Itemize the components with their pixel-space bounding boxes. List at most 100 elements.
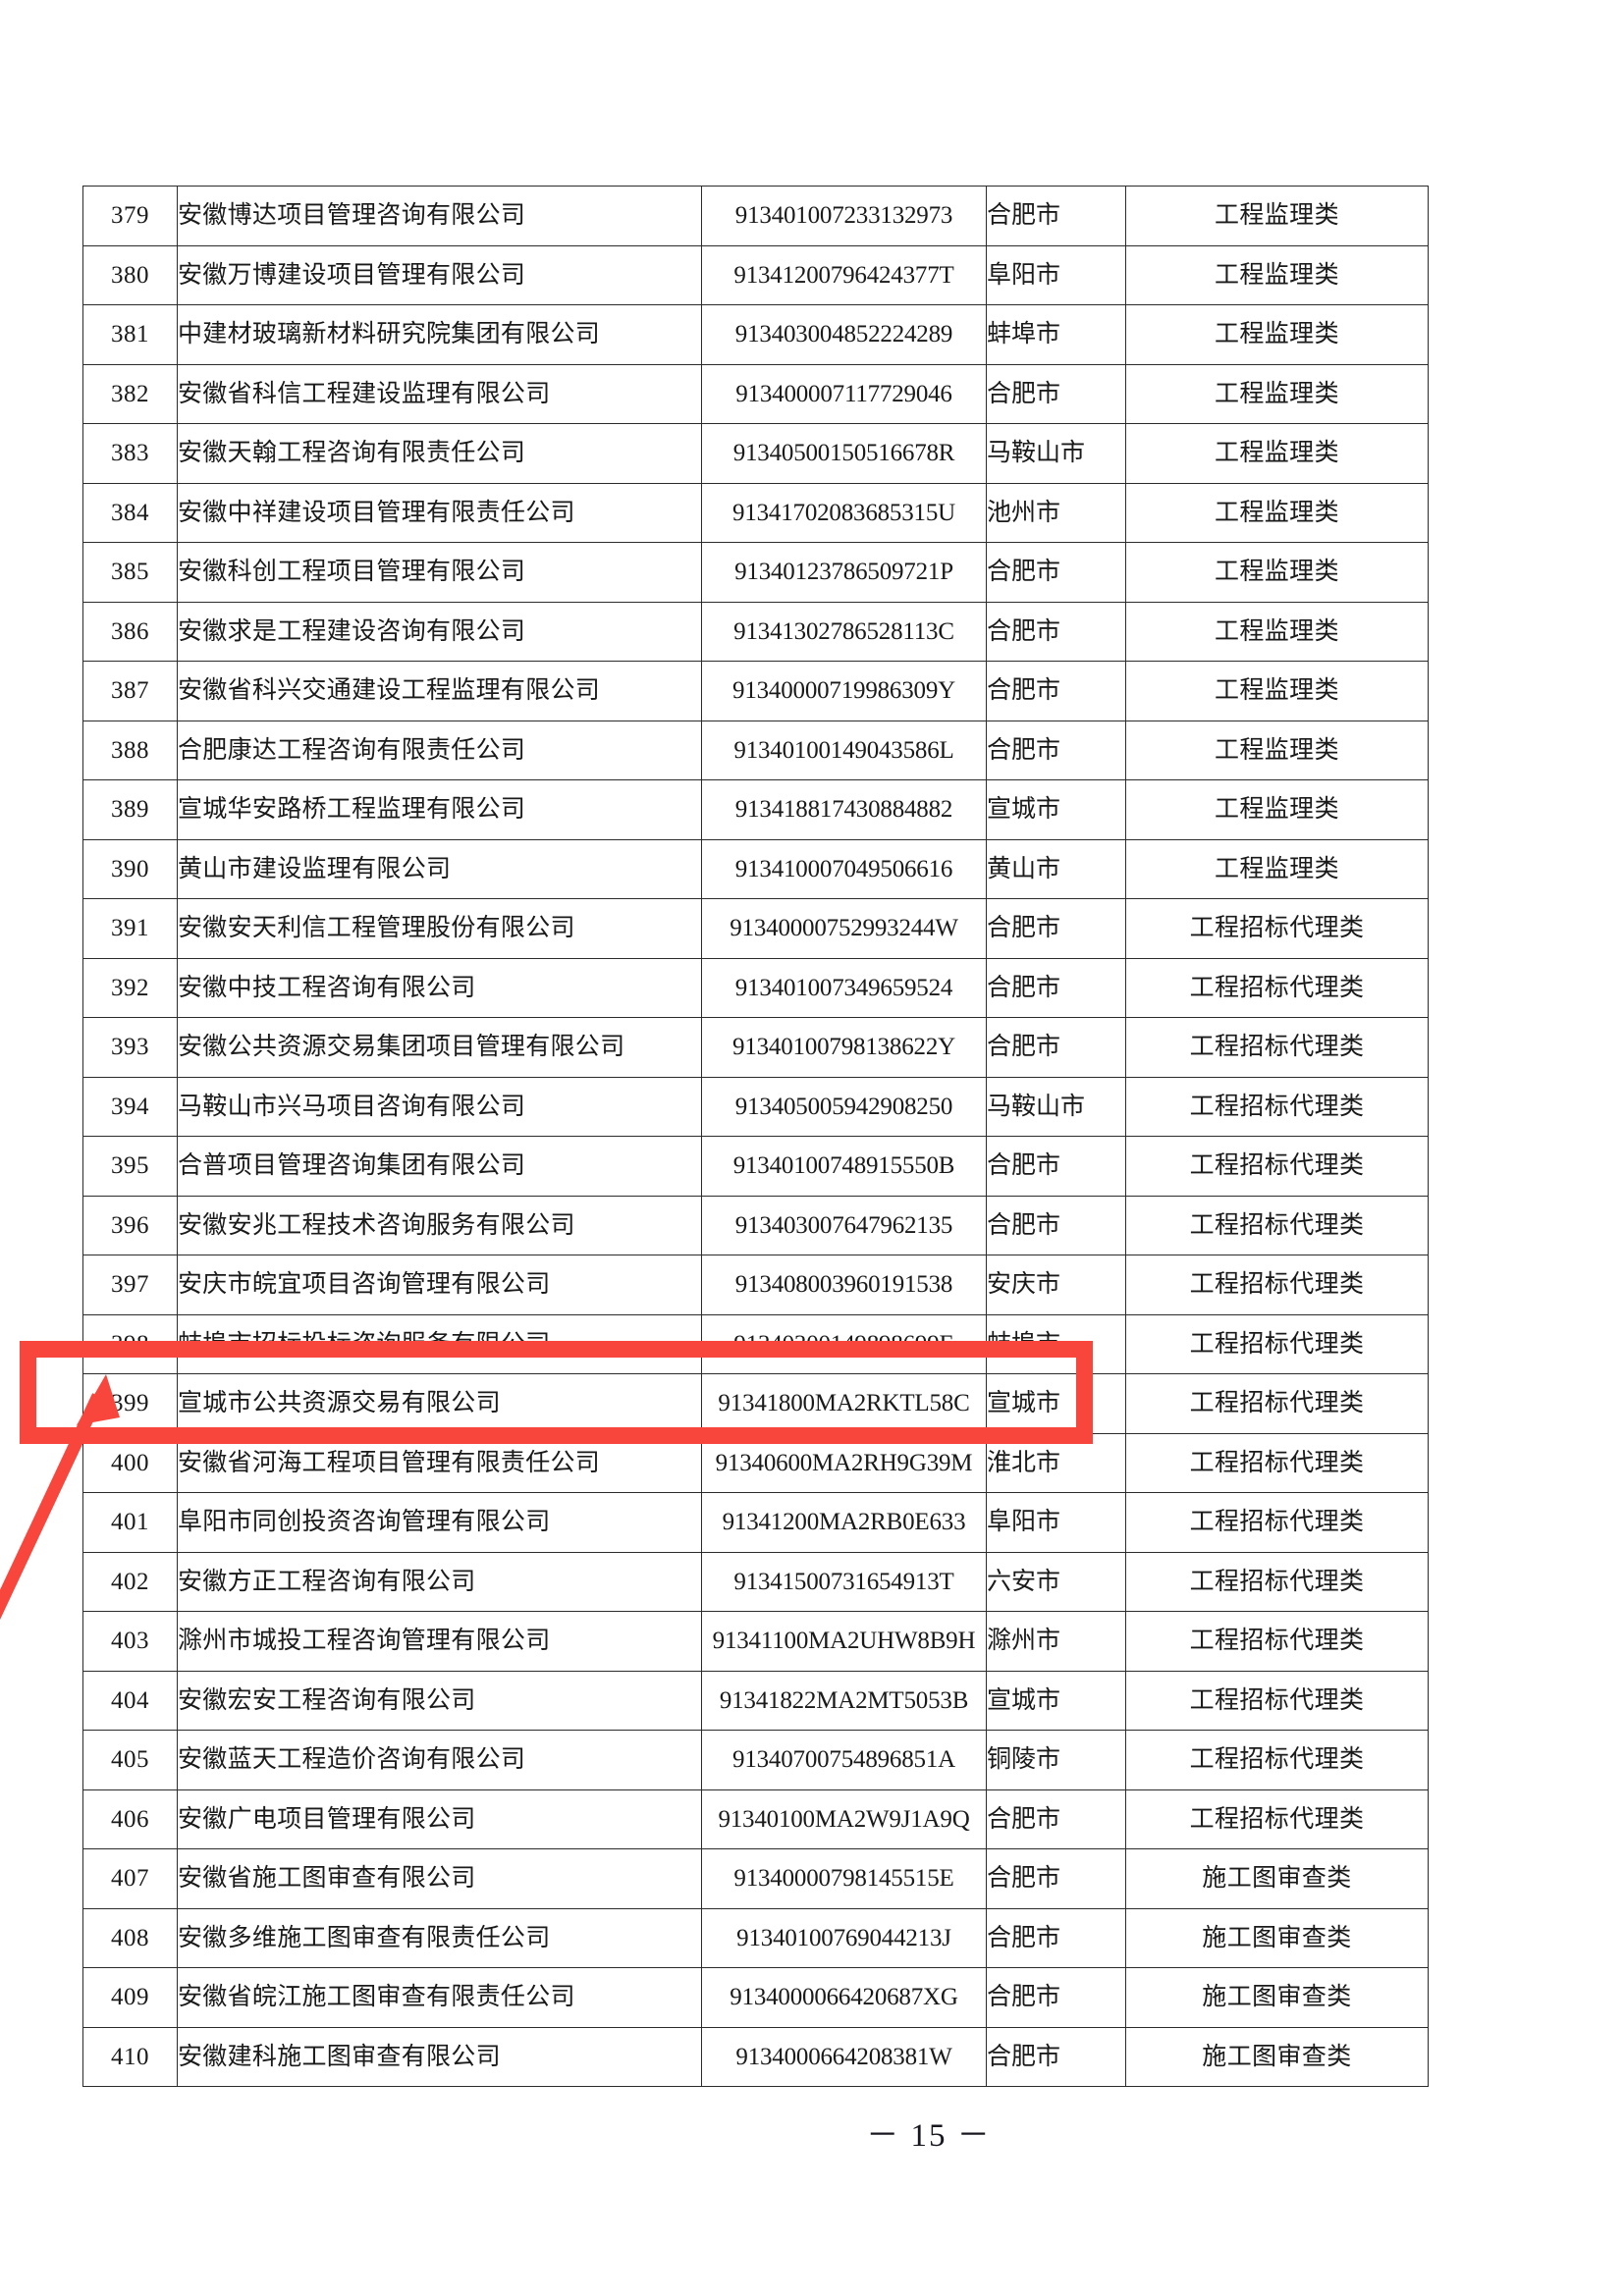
credit-code-cell: 91340123786509721P (701, 542, 987, 603)
category-cell: 工程招标代理类 (1125, 1730, 1429, 1790)
city-cell: 合肥市 (986, 720, 1126, 780)
city-cell: 合肥市 (986, 542, 1126, 603)
credit-code-cell: 91340000752993244W (701, 898, 987, 959)
row-index-cell: 403 (82, 1611, 178, 1672)
row-index-cell: 386 (82, 601, 178, 662)
category-cell: 工程招标代理类 (1125, 1551, 1429, 1612)
credit-code-cell: 91340100798138622Y (701, 1017, 987, 1078)
table-row: 384 安徽中祥建设项目管理有限责任公司 91341702083685315U 池州市… (82, 482, 1429, 543)
company-name-cell: 安徽多维施工图审查有限责任公司 (177, 1907, 702, 1968)
table-row: 388 合肥康达工程咨询有限责任公司 91340100149043586L 合肥市 工程… (82, 720, 1429, 780)
credit-code-cell: 91340100MA2W9J1A9Q (701, 1789, 987, 1849)
company-name-cell: 马鞍山市兴马项目咨询有限公司 (177, 1076, 702, 1137)
credit-code-cell: 91340500150516678R (701, 423, 987, 484)
city-cell: 马鞍山市 (986, 423, 1126, 484)
credit-code-cell: 913403004852224289 (701, 304, 987, 365)
category-cell: 施工图审查类 (1125, 1848, 1429, 1909)
city-cell: 阜阳市 (986, 244, 1126, 305)
page-number-text: － 15 － (866, 2118, 992, 2154)
row-index-cell: 388 (82, 720, 178, 780)
company-name-cell: 合肥康达工程咨询有限责任公司 (177, 720, 702, 780)
category-cell: 工程招标代理类 (1125, 1255, 1429, 1315)
city-cell: 合肥市 (986, 1195, 1126, 1255)
category-cell: 工程监理类 (1125, 186, 1429, 246)
row-index-cell: 394 (82, 1076, 178, 1137)
credit-code-cell: 91340000719986309Y (701, 661, 987, 721)
city-cell: 铜陵市 (986, 1730, 1126, 1790)
table-row: 391 安徽安天利信工程管理股份有限公司 91340000752993244W 合肥市… (82, 898, 1429, 959)
credit-code-cell: 9134000664208381W (701, 2026, 987, 2087)
table-row: 407 安徽省施工图审查有限公司 91340000798145515E 合肥市 施工图审… (82, 1848, 1429, 1909)
city-cell: 合肥市 (986, 363, 1126, 424)
table-row: 410 安徽建科施工图审查有限公司 9134000664208381W 合肥市 施工图审… (82, 2026, 1429, 2087)
category-cell: 工程招标代理类 (1125, 1432, 1429, 1493)
city-cell: 安庆市 (986, 1255, 1126, 1315)
table-row: 389 宣城华安路桥工程监理有限公司 913418817430884882 宣城市 工程… (82, 779, 1429, 840)
table-row-highlighted: 399 宣城市公共资源交易有限公司 91341800MA2RKTL58C 宣城市 工程招… (82, 1373, 1429, 1434)
row-index-cell: 397 (82, 1255, 178, 1315)
city-cell: 合肥市 (986, 2026, 1126, 2087)
company-name-cell: 安徽省河海工程项目管理有限责任公司 (177, 1432, 702, 1493)
table-row: 402 安徽方正工程咨询有限公司 91341500731654913T 六安市 工程招标… (82, 1551, 1429, 1612)
company-name-cell: 宣城华安路桥工程监理有限公司 (177, 779, 702, 840)
credit-code-cell: 913410007049506616 (701, 838, 987, 899)
category-cell: 工程监理类 (1125, 244, 1429, 305)
row-index-cell: 384 (82, 482, 178, 543)
category-cell: 施工图审查类 (1125, 1967, 1429, 2028)
company-name-cell: 安徽省科信工程建设监理有限公司 (177, 363, 702, 424)
company-name-cell: 安徽省皖江施工图审查有限责任公司 (177, 1967, 702, 2028)
company-name-cell: 安徽中技工程咨询有限公司 (177, 957, 702, 1018)
table-row: 397 安庆市皖宜项目咨询管理有限公司 913408003960191538 安庆市工… (82, 1255, 1429, 1315)
table-row: 380 安徽万博建设项目管理有限公司 91341200796424377T 阜阳市 工程… (82, 244, 1429, 305)
credit-code-cell: 91340100149043586L (701, 720, 987, 780)
city-cell: 合肥市 (986, 186, 1126, 246)
row-index-cell: 389 (82, 779, 178, 840)
table-row: 387 安徽省科兴交通建设工程监理有限公司 91340000719986309Y 合肥… (82, 661, 1429, 721)
company-name-cell: 安徽方正工程咨询有限公司 (177, 1551, 702, 1612)
credit-code-cell: 91340600MA2RH9G39M (701, 1432, 987, 1493)
city-cell: 滁州市 (986, 1611, 1126, 1672)
table-row: 404 安徽宏安工程咨询有限公司 91341822MA2MT5053B 宣城市 工程招标… (82, 1670, 1429, 1731)
city-cell: 合肥市 (986, 661, 1126, 721)
city-cell: 蚌埠市 (986, 1313, 1126, 1374)
row-index-cell: 380 (82, 244, 178, 305)
company-name-cell: 滁州市城投工程咨询管理有限公司 (177, 1611, 702, 1672)
city-cell: 合肥市 (986, 957, 1126, 1018)
company-name-cell: 安徽公共资源交易集团项目管理有限公司 (177, 1017, 702, 1078)
company-name-cell: 安徽中祥建设项目管理有限责任公司 (177, 482, 702, 543)
company-name-cell: 中建材玻璃新材料研究院集团有限公司 (177, 304, 702, 365)
category-cell: 工程监理类 (1125, 720, 1429, 780)
row-index-cell: 398 (82, 1313, 178, 1374)
table-row: 379 安徽博达项目管理咨询有限公司 913401007233132973 合肥市 工程… (82, 186, 1429, 246)
company-name-cell: 安徽万博建设项目管理有限公司 (177, 244, 702, 305)
city-cell: 宣城市 (986, 1373, 1126, 1434)
category-cell: 工程监理类 (1125, 423, 1429, 484)
row-index-cell: 383 (82, 423, 178, 484)
table-row: 408 安徽多维施工图审查有限责任公司 91340100769044213J 合肥市施… (82, 1907, 1429, 1968)
company-name-cell: 安徽省科兴交通建设工程监理有限公司 (177, 661, 702, 721)
company-name-cell: 安徽求是工程建设咨询有限公司 (177, 601, 702, 662)
page-footer-number: － 15 － (0, 2109, 1624, 2156)
category-cell: 工程招标代理类 (1125, 1313, 1429, 1374)
table-row: 398 蚌埠市招标投标咨询服务有限公司 91340300149898699E 蚌埠市工… (82, 1313, 1429, 1374)
row-index-cell: 406 (82, 1789, 178, 1849)
category-cell: 工程监理类 (1125, 482, 1429, 543)
credit-code-cell: 913403007647962135 (701, 1195, 987, 1255)
row-index-cell: 387 (82, 661, 178, 721)
city-cell: 合肥市 (986, 1017, 1126, 1078)
category-cell: 工程监理类 (1125, 304, 1429, 365)
credit-code-cell: 913405005942908250 (701, 1076, 987, 1137)
category-cell: 工程招标代理类 (1125, 1789, 1429, 1849)
category-cell: 工程监理类 (1125, 601, 1429, 662)
category-cell: 工程招标代理类 (1125, 898, 1429, 959)
row-index-cell: 401 (82, 1492, 178, 1553)
city-cell: 宣城市 (986, 779, 1126, 840)
table-row: 405 安徽蓝天工程造价咨询有限公司 91340700754896851A 铜陵市 工程… (82, 1730, 1429, 1790)
category-cell: 工程监理类 (1125, 542, 1429, 603)
credit-code-cell: 91341100MA2UHW8B9H (701, 1611, 987, 1672)
table-row: 409 安徽省皖江施工图审查有限责任公司 9134000066420687XG 合肥市… (82, 1967, 1429, 2028)
row-index-cell: 408 (82, 1907, 178, 1968)
company-name-cell: 安徽建科施工图审查有限公司 (177, 2026, 702, 2087)
credit-code-cell: 913400007117729046 (701, 363, 987, 424)
